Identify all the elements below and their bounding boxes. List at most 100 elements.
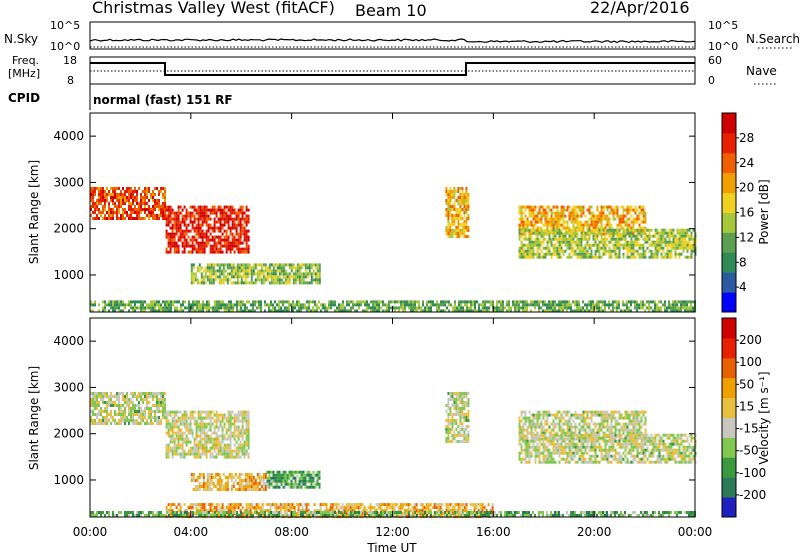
- velocity-cell: [171, 449, 174, 453]
- power-cell: [199, 223, 202, 227]
- power-cell: [189, 238, 192, 242]
- power-cell: [430, 306, 432, 310]
- power-cell: [304, 306, 306, 310]
- power-colorbar-swatch: [722, 132, 736, 154]
- power-cell: [522, 205, 525, 209]
- velocity-cell: [243, 419, 246, 423]
- power-cell: [164, 300, 166, 304]
- power-cell: [590, 205, 593, 209]
- velocity-cell: [243, 452, 246, 456]
- velocity-cell: [206, 473, 209, 476]
- power-cell: [459, 211, 462, 214]
- power-cell: [612, 303, 614, 307]
- power-cell: [308, 272, 311, 276]
- velocity-cell: [316, 479, 319, 483]
- velocity-cell: [286, 482, 289, 486]
- velocity-cell: [246, 488, 249, 491]
- power-cell: [284, 306, 286, 310]
- velocity-cell: [449, 410, 452, 413]
- power-cell: [566, 208, 569, 212]
- power-cell: [640, 220, 643, 224]
- velocity-cell: [203, 422, 206, 426]
- velocity-cell: [518, 419, 521, 423]
- power-cell: [468, 309, 470, 313]
- velocity-cell: [284, 473, 287, 477]
- velocity-cell: [211, 437, 214, 441]
- velocity-cell: [177, 440, 180, 444]
- power-cell: [604, 243, 607, 247]
- power-cell: [542, 208, 545, 212]
- power-cell: [140, 306, 142, 310]
- velocity-cell: [266, 479, 269, 483]
- velocity-cell: [130, 413, 132, 416]
- velocity-cell: [140, 422, 142, 425]
- velocity-cell: [208, 473, 211, 476]
- velocity-cell: [455, 413, 458, 416]
- power-cell: [668, 231, 671, 235]
- velocity-cell: [225, 452, 228, 456]
- velocity-cell: [220, 482, 223, 485]
- power-cell: [138, 211, 140, 214]
- power-cell: [195, 223, 198, 227]
- velocity-cell: [200, 485, 203, 488]
- power-cell: [600, 214, 603, 218]
- velocity-cell: [239, 440, 242, 444]
- power-cell: [175, 226, 178, 230]
- power-cell: [542, 300, 544, 304]
- power-cell: [628, 234, 631, 238]
- velocity-cell: [231, 455, 234, 459]
- power-cell: [604, 252, 607, 256]
- velocity-cell: [248, 488, 251, 491]
- power-cell: [457, 223, 460, 226]
- power-cell: [318, 300, 320, 304]
- power-cell: [556, 223, 559, 227]
- power-cell: [284, 275, 287, 279]
- power-cell: [208, 263, 211, 267]
- power-cell: [584, 246, 587, 250]
- power-cell: [280, 278, 283, 282]
- velocity-cell: [175, 443, 178, 447]
- power-cell: [152, 300, 154, 304]
- velocity-cell: [459, 434, 462, 437]
- power-cell: [568, 303, 570, 307]
- power-cell: [209, 244, 212, 248]
- power-cell: [474, 309, 476, 313]
- power-cell: [670, 309, 672, 313]
- power-cell: [146, 196, 148, 199]
- power-cell: [256, 269, 259, 273]
- power-cell: [358, 306, 360, 310]
- power-cell: [156, 303, 158, 307]
- power-cell: [195, 250, 198, 254]
- power-cell: [616, 246, 619, 250]
- power-cell: [574, 309, 576, 313]
- power-cell: [658, 306, 660, 310]
- power-cell: [674, 237, 677, 241]
- velocity-cell: [459, 392, 462, 395]
- power-cell: [642, 243, 645, 247]
- power-cell: [173, 217, 176, 221]
- power-cell: [191, 226, 194, 230]
- power-cell: [554, 306, 556, 310]
- velocity-cell: [239, 410, 242, 414]
- power-cell: [688, 309, 690, 313]
- velocity-cell: [193, 449, 196, 453]
- power-cell: [207, 217, 210, 221]
- velocity-cell: [562, 422, 565, 426]
- velocity-cell: [272, 476, 275, 480]
- power-cell: [186, 306, 188, 310]
- nave-tick-bottom: 0: [708, 74, 715, 87]
- power-cell: [580, 234, 583, 238]
- power-cell: [678, 309, 680, 313]
- velocity-cell: [142, 392, 144, 395]
- velocity-cell: [548, 410, 551, 414]
- power-cell: [532, 246, 535, 250]
- power-cell: [104, 306, 106, 310]
- power-cell: [194, 300, 196, 304]
- power-cell: [94, 190, 96, 193]
- power-cell: [518, 228, 521, 232]
- power-cell: [538, 226, 541, 230]
- power-cell: [630, 234, 633, 238]
- velocity-cell: [154, 395, 156, 398]
- velocity-cell: [203, 416, 206, 420]
- power-cell: [520, 300, 522, 304]
